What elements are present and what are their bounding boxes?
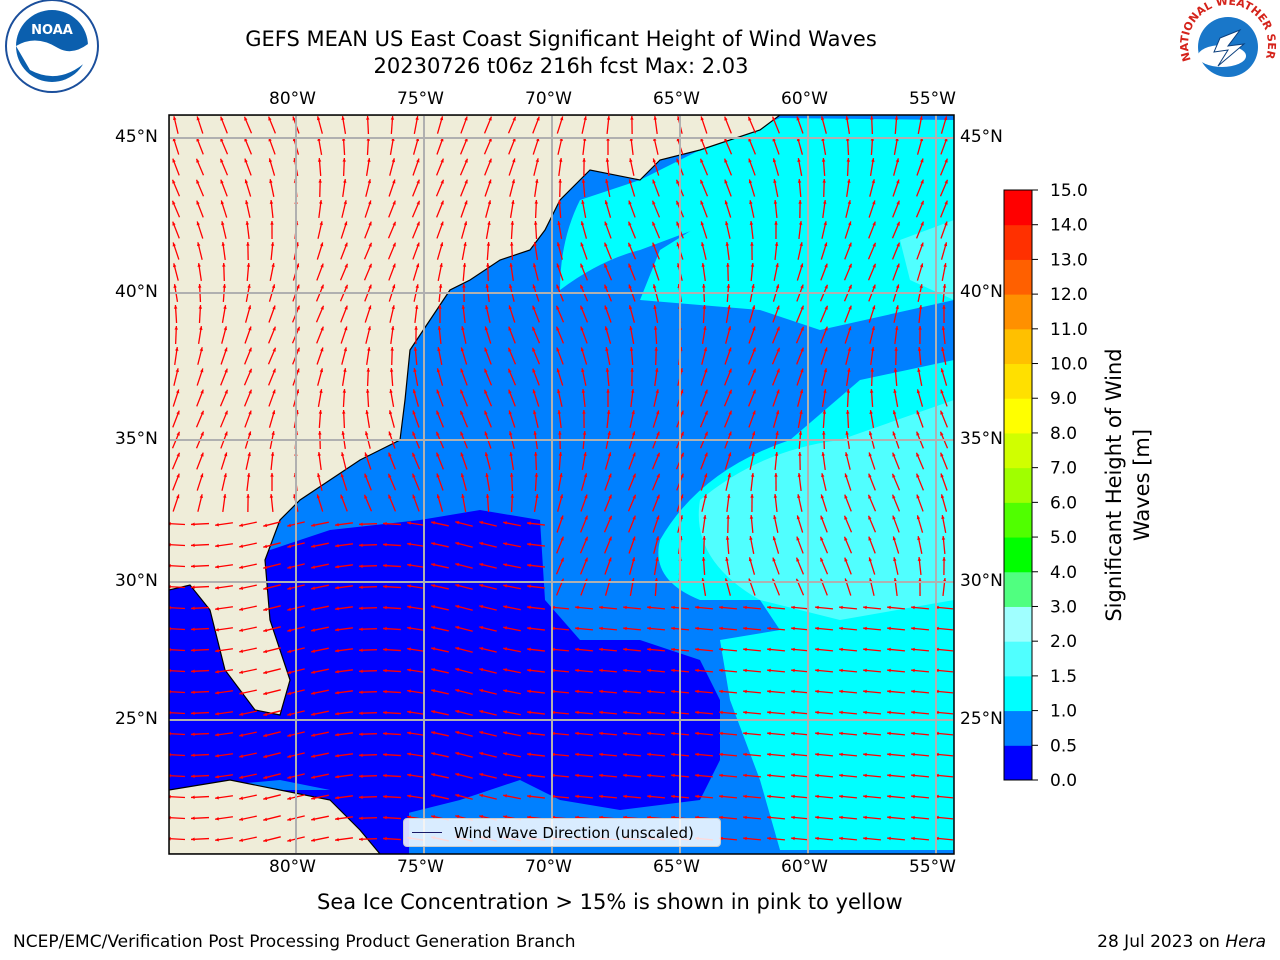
colorbar-bin [1004,641,1032,677]
lat-label-right: 25°N [960,709,1003,729]
wind-wave-direction-arrows [169,115,954,843]
colorbar-bin [1004,606,1032,642]
colorbar-bin [1004,467,1032,503]
colorbar-tick-label: 2.0 [1050,632,1077,652]
colorbar-bin [1004,537,1032,573]
lat-label-right: 35°N [960,429,1003,449]
colorbar-tick-label: 1.5 [1050,667,1077,687]
colorbar-tick-label: 4.0 [1050,563,1077,583]
lon-label-bottom: 75°W [397,857,444,877]
colorbar-bin [1004,675,1032,712]
colorbar-bin [1004,328,1032,365]
colorbar-title: Significant Height of Wind Waves [m] [1102,348,1154,622]
chart-title: GEFS MEAN US East Coast Significant Heig… [245,27,877,51]
colorbar-bin [1004,294,1032,330]
colorbar-tick-label: 7.0 [1050,459,1077,479]
chart-subtitle-run: 20230726 t06z 216h fcst Max: 2.03 [373,54,749,78]
colorbar-bin [1004,571,1032,607]
graticule [169,115,954,854]
lon-label-top: 55°W [909,89,956,109]
colorbar: 0.0 0.5 1.0 1.5 2.0 3.0 4.0 5.0 6.0 7.0 8.0 9.0 10.0… [1003,181,1088,791]
map-area [169,115,954,854]
lon-label-bottom: 80°W [269,857,316,877]
colorbar-tick-label: 13.0 [1050,250,1088,270]
colorbar-tick-label: 10.0 [1050,355,1088,375]
colorbar-bin [1004,259,1032,295]
lat-label-right: 30°N [960,571,1003,591]
lon-label-top: 70°W [525,89,572,109]
nws-logo-text: NATIONAL WEATHER SERVICE [0,0,1278,63]
noaa-logo-text: NOAA [31,23,73,38]
colorbar-bin [1004,745,1032,781]
colorbar-bin [1004,190,1032,226]
lat-label-right: 45°N [960,127,1003,147]
footer-branch: NCEP/EMC/Verification Post Processing Pr… [13,932,576,952]
colorbar-tick-label: 15.0 [1050,181,1088,201]
legend-label: Wind Wave Direction (unscaled) [454,823,694,842]
colorbar-tick-label: 12.0 [1050,285,1088,305]
colorbar-tick-label: 5.0 [1050,528,1077,548]
lon-label-top: 75°W [397,89,444,109]
lon-label-bottom: 60°W [781,857,828,877]
colorbar-bin [1004,398,1032,434]
lon-label-top: 60°W [781,89,828,109]
colorbar-bin [1004,710,1032,746]
colorbar-tick-label: 14.0 [1050,216,1088,236]
wave-region-0-0.5m [169,510,720,815]
lon-label-bottom: 55°W [909,857,956,877]
lat-label-left: 30°N [115,571,158,591]
colorbar-tick-label: 6.0 [1050,493,1077,513]
map-legend: Wind Wave Direction (unscaled) [403,818,721,847]
footer-machine: Hera [1225,932,1266,952]
lat-label-left: 45°N [115,127,158,147]
colorbar-tick-label: 9.0 [1050,389,1077,409]
lon-label-bottom: 70°W [525,857,572,877]
map-frame [168,114,955,855]
lat-label-left: 25°N [115,709,158,729]
colorbar-tick-label: 1.0 [1050,702,1077,722]
colorbar-tick-label: 8.0 [1050,424,1077,444]
lat-label-left: 35°N [115,429,158,449]
lon-label-top: 80°W [269,89,316,109]
legend-line-icon [412,832,442,833]
wave-region-1.5-2m-north [900,220,954,300]
colorbar-bin [1004,224,1032,260]
noaa-logo: NOAA [5,0,99,93]
lon-label-bottom: 65°W [653,857,700,877]
footer-date: 28 Jul 2023 on Hera [1097,932,1266,952]
sea-ice-note: Sea Ice Concentration > 15% is shown in … [317,890,903,914]
wave-region-1-1.5m-ne [640,120,954,330]
colorbar-frame [1003,189,1033,781]
colorbar-bin [1004,432,1032,469]
colorbar-tick-label: 0.5 [1050,736,1077,756]
lat-label-left: 40°N [115,282,158,302]
colorbar-bin [1004,502,1032,538]
lon-label-top: 65°W [653,89,700,109]
nws-logo: NATIONAL WEATHER SERVICE [0,0,1278,94]
lat-label-right: 40°N [960,282,1003,302]
colorbar-bin [1004,363,1032,399]
colorbar-tick-label: 11.0 [1050,320,1088,340]
colorbar-tick-label: 3.0 [1050,597,1077,617]
colorbar-tick-label: 0.0 [1050,771,1077,791]
